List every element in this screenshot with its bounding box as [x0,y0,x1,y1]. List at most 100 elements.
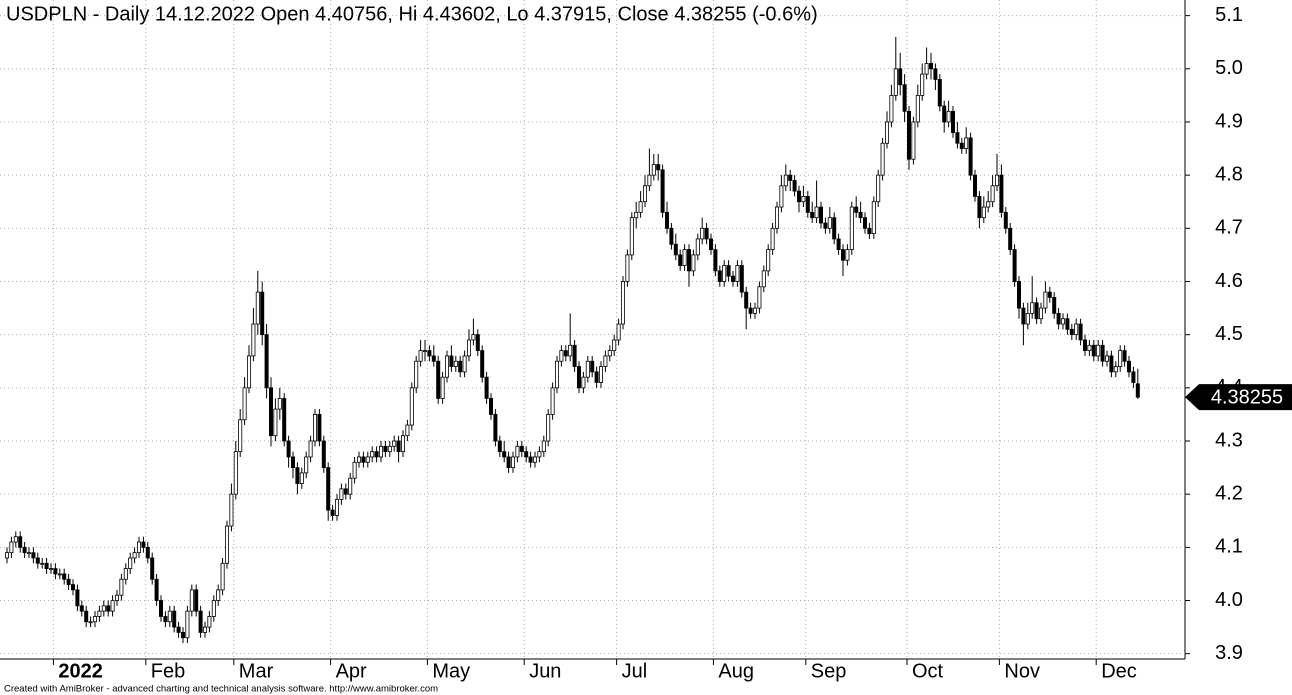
candle-body [783,174,788,187]
candle-body [995,174,1000,187]
candle-body [1061,318,1066,325]
candle-body [361,456,366,463]
candle-body [1078,323,1083,341]
candle-body [22,546,27,554]
candle-body [198,610,203,633]
candle-body [180,632,185,639]
candle-body [1003,211,1008,229]
candle-body [924,63,929,75]
candle-body [462,355,467,373]
candle-body [422,350,427,353]
candle-body [246,355,251,389]
y-tick-label: 3.9 [1215,642,1243,664]
grid [0,0,1190,665]
candle-body [761,270,766,288]
candle-body [172,610,177,628]
candle-body [115,594,120,601]
candle-body [951,110,956,134]
candle-body [770,227,775,250]
candle-body [106,605,111,612]
candle-body [814,206,819,219]
candle-body [801,196,806,203]
candle-body [572,344,577,367]
candle-body [158,600,163,617]
candle-body [1025,312,1030,325]
candle-body [590,360,595,373]
candle-body [207,616,212,628]
y-tick-label: 4.1 [1215,536,1243,558]
candle-body [986,201,991,208]
candle-body [229,493,234,527]
candle-body [854,206,859,213]
candle-body [1012,249,1017,282]
candle-body [123,568,128,580]
candle-body [488,398,493,415]
candle-body [757,286,762,309]
x-tick-label: Feb [151,660,185,682]
chart-title: USDPLN - Daily 14.12.2022 Open 4.40756, … [6,3,818,25]
candle-body [585,360,590,378]
candle-body [1118,350,1123,367]
candle-body [1008,227,1013,250]
candle-body [145,546,150,559]
candle-body [797,190,802,203]
candle-body [510,456,515,468]
candle-body [308,440,313,458]
candle-body [268,387,273,437]
candle-body [220,562,225,591]
candle-body [528,456,533,463]
candle-body [871,201,876,235]
candle-body [537,451,542,458]
candle-body [471,334,476,341]
candle-body [660,169,665,213]
candle-body [603,355,608,367]
candle-body [739,265,744,293]
candle-body [638,201,643,213]
candle-body [1122,350,1127,362]
candle-body [1135,383,1140,398]
x-tick-label: Dec [1101,660,1137,682]
candle-body [656,164,661,171]
candle-body [713,249,718,272]
candle-body [541,440,546,453]
candle-body [497,440,502,453]
candle-body [440,376,445,399]
candle-body [805,196,810,213]
candle-body [110,600,115,612]
candle-body [9,541,14,554]
candle-body [233,451,238,495]
candle-body [35,557,40,564]
candle-body [779,185,784,208]
candle-body [295,467,300,484]
candle-body [1056,312,1061,325]
candle-body [75,589,80,607]
candle-body [673,243,678,256]
candle-body [704,227,709,240]
y-tick-label: 4.5 [1215,323,1243,345]
candle-body [18,536,23,548]
y-tick-label: 4.7 [1215,217,1243,239]
candle-body [555,360,560,389]
candle-body [5,552,10,559]
candle-body [57,573,62,576]
candle-body [841,249,846,261]
candle-body [128,557,133,570]
candle-body [625,254,630,282]
candle-body [959,142,964,149]
candle-body [414,360,419,389]
candle-body [946,110,951,123]
candle-body [396,440,401,453]
candle-body [400,435,405,453]
candle-body [44,562,49,570]
candle-body [136,541,141,554]
candle-body [339,488,344,500]
candle-body [242,387,247,421]
candle-body [444,355,449,378]
candle-body [973,174,978,197]
candle-body [594,371,599,383]
candle-body [132,552,137,559]
x-tick-label: Mar [239,660,274,682]
candle-body [744,291,749,309]
candle-body [216,589,221,601]
candle-body [647,174,652,187]
